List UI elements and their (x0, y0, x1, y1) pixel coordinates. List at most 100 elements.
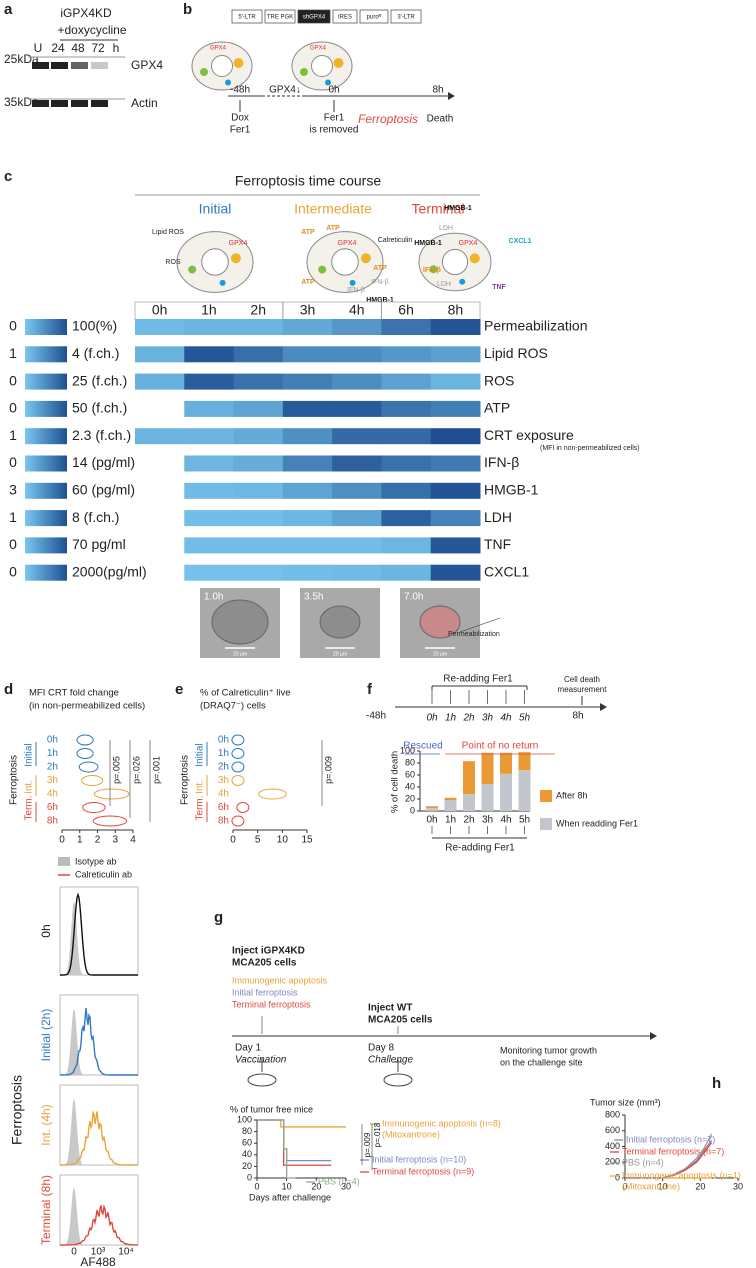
organelle (429, 265, 438, 274)
legend-gradient (25, 373, 67, 390)
scale-max: 2.3 (f.ch.) (72, 427, 131, 443)
legend-label: Terminal ferroptosis (n=9) (372, 1166, 474, 1176)
heatmap-cell (282, 455, 333, 472)
syringe-icon (394, 1058, 402, 1072)
label: 4h (500, 713, 512, 724)
heatmap-cell (282, 319, 333, 335)
nucleus (331, 248, 359, 276)
arrow-head (448, 92, 455, 100)
organelle (318, 265, 327, 274)
x-tick-label: 5h (519, 815, 530, 826)
nucleus (201, 248, 229, 276)
y-tick-label: 800 (605, 1109, 620, 1119)
label: (DRAQ7⁻) cells (200, 701, 266, 712)
micrograph-cell (211, 599, 269, 645)
arrow-head (650, 1032, 657, 1040)
label: Initial (2h) (39, 1009, 53, 1062)
category-label: 8h (47, 816, 58, 827)
label: Int. (24, 780, 35, 794)
heatmap-cell (430, 482, 481, 499)
label: GPX4↓ (269, 85, 301, 96)
label: 20 µm (233, 651, 247, 657)
label: Calreticulin ab (75, 869, 132, 879)
heatmap-cell (184, 373, 235, 390)
column-label: 4h (349, 302, 365, 318)
label: ROS (165, 259, 181, 266)
heatmap-cell (381, 428, 432, 445)
bar-segment (518, 752, 531, 771)
organelle (325, 79, 331, 86)
western-band (32, 62, 49, 69)
label: LDH (439, 225, 453, 232)
label: -48h (366, 711, 386, 722)
row-label: ROS (484, 372, 514, 388)
x-tick-label: 4 (130, 835, 136, 846)
scale-max: 8 (f.ch.) (72, 509, 119, 525)
heatmap-cell (381, 482, 432, 499)
label: GPX4 (338, 240, 357, 247)
organelle (300, 68, 308, 76)
label: AF488 (80, 1255, 116, 1268)
label: Point of no return (462, 741, 539, 752)
label: Ferroptosis time course (235, 173, 381, 189)
legend-label: Immunogenic apoptosis (n=1) (622, 1170, 741, 1180)
scale-max: 25 (f.ch.) (72, 372, 127, 388)
organelle (333, 58, 344, 68)
x-tick-label: 20 (695, 1181, 705, 1191)
y-tick-label: 80 (405, 757, 415, 767)
bar-segment (444, 800, 457, 811)
label: 20 µm (333, 651, 347, 657)
label: Ferroptosis (358, 112, 418, 126)
heatmap-cell (332, 400, 382, 417)
heatmap-cell (332, 537, 382, 554)
category-label: 4h (47, 789, 58, 800)
label: GPX4 (310, 46, 327, 52)
histogram-calreticulin (59, 1007, 138, 1076)
label: MCA205 cells (368, 1015, 433, 1026)
scale-max: 70 pg/ml (72, 536, 126, 552)
label: -48h (230, 85, 250, 96)
x-tick-label: 0 (254, 1181, 259, 1191)
label: GPX4 (459, 240, 478, 247)
legend-gradient (25, 346, 67, 363)
label: Cell death (564, 675, 600, 684)
scale-max: 14 (pg/ml) (72, 454, 135, 470)
heatmap-cell (381, 510, 432, 527)
heatmap-cell (233, 373, 284, 390)
label: Death (427, 114, 454, 125)
label: Fer1 (230, 125, 251, 136)
legend-gradient (25, 537, 67, 554)
label: IFN-β (423, 267, 442, 274)
bar-segment (481, 784, 494, 811)
label: MFI CRT fold change (29, 688, 119, 699)
legend-label: Immunogenic apoptosis (n=8) (382, 1118, 501, 1128)
dot-group (76, 748, 94, 759)
bar-segment (518, 770, 531, 811)
label: 1h (445, 713, 457, 724)
legend-label: When readding Fer1 (556, 818, 638, 828)
label: U (34, 41, 43, 55)
heatmap-cell (430, 455, 481, 472)
western-band (51, 100, 68, 107)
histogram-calreticulin (59, 1204, 139, 1246)
label: Day 1 (235, 1043, 262, 1054)
legend-gradient (25, 428, 67, 445)
p-value: p=.026 (131, 756, 141, 784)
scale-min: 1 (9, 427, 17, 443)
bar-segment (463, 794, 475, 811)
label: 5h (519, 713, 531, 724)
label: 3h (482, 713, 494, 724)
legend-swatch (58, 857, 70, 866)
y-tick-label: 200 (605, 1157, 620, 1167)
panel-letter: a (4, 1, 13, 18)
histogram-calreticulin (59, 1110, 138, 1166)
legend-gradient (25, 400, 67, 417)
heatmap-cell (381, 455, 432, 472)
organelle (225, 79, 231, 86)
heatmap-cell (282, 537, 333, 554)
x-tick-label: 1 (77, 835, 83, 846)
construct-box (359, 9, 389, 24)
label: Initial ferroptosis (232, 987, 298, 997)
dot-group (258, 788, 287, 800)
